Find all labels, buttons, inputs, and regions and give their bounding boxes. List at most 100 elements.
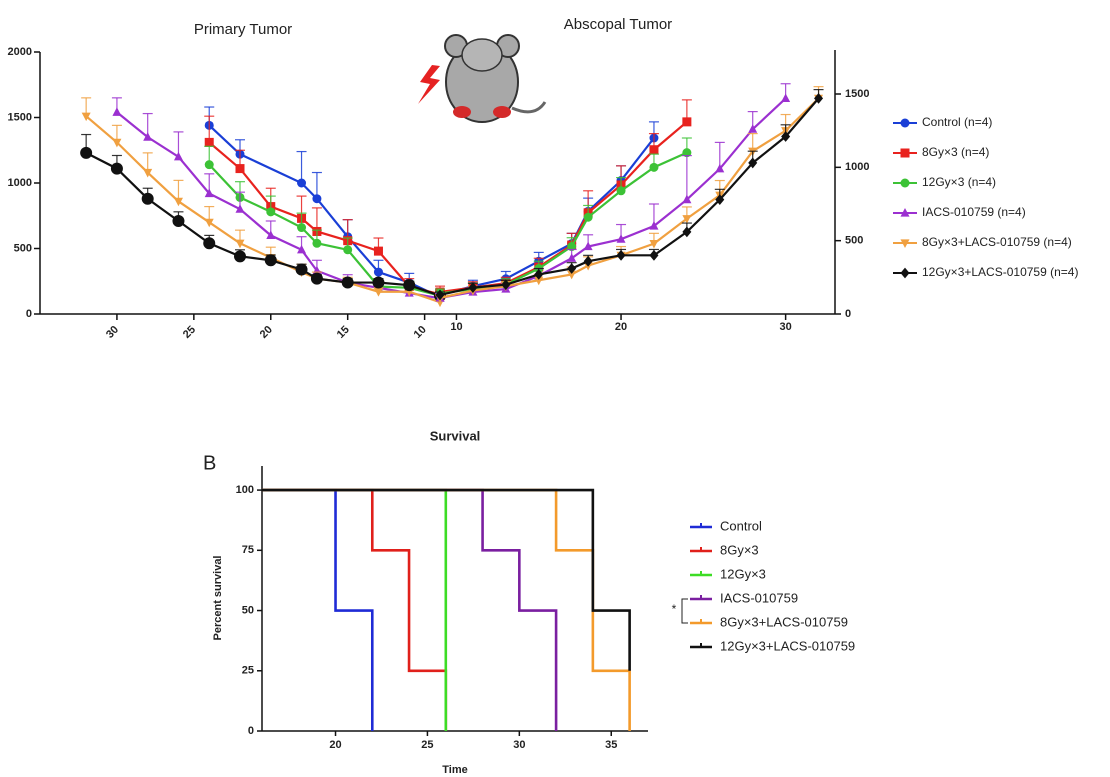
mouse-tail	[511, 101, 547, 114]
marker	[682, 215, 692, 224]
y-tick-label: 2000	[8, 46, 32, 58]
x-tick-label: 25	[181, 324, 198, 341]
legend-label: 8Gy×3	[720, 542, 759, 557]
legend-item: Control	[690, 518, 762, 533]
legend-item: 8Gy×3+LACS-010759	[690, 614, 848, 629]
legend-label: 8Gy×3+LACS-010759	[720, 614, 848, 629]
series-line	[439, 97, 787, 299]
marker	[567, 242, 577, 252]
marker	[534, 276, 544, 286]
y-tick-label: 100	[236, 484, 254, 496]
marker	[900, 118, 910, 128]
mouse-head	[461, 38, 503, 72]
legend-item: 12Gy×3+LACS-010759	[690, 638, 855, 653]
marker	[715, 163, 725, 173]
marker	[112, 107, 122, 116]
marker	[143, 132, 153, 141]
marker	[235, 204, 245, 213]
y-tick-label: 500	[845, 235, 863, 247]
y-tick-label: 1000	[845, 161, 869, 173]
survival-curve	[262, 488, 374, 731]
x-tick-label: 30	[780, 321, 792, 333]
marker	[900, 239, 910, 248]
series-line	[439, 97, 820, 297]
y-tick-label: 0	[26, 308, 32, 320]
marker	[814, 93, 824, 104]
x-tick-label: 20	[258, 324, 275, 341]
legend-label: IACS-010759 (n=4)	[922, 205, 1026, 219]
marker	[203, 237, 216, 250]
marker	[297, 223, 307, 233]
lightning	[418, 65, 440, 104]
x-tick-label: 15	[335, 324, 352, 341]
x-tick-label: 30	[104, 324, 121, 341]
marker	[173, 151, 183, 161]
legend-label: Control (n=4)	[922, 115, 992, 129]
x-tick-label: 35	[605, 739, 617, 751]
x-axis-title: Time	[442, 764, 467, 776]
marker	[649, 162, 659, 172]
marker	[204, 137, 214, 147]
marker	[682, 117, 692, 127]
marker	[112, 138, 122, 148]
marker	[715, 194, 725, 205]
marker	[173, 197, 183, 207]
series-line	[116, 111, 441, 300]
y-tick-label: 0	[248, 725, 254, 737]
marker	[781, 93, 791, 102]
chart-title: Primary Tumor	[194, 21, 292, 38]
marker	[748, 124, 758, 133]
marker	[373, 246, 383, 256]
marker	[468, 282, 478, 293]
marker	[900, 178, 910, 188]
marker	[781, 131, 791, 142]
marker	[266, 230, 276, 239]
marker	[266, 207, 276, 217]
legend-label: 12Gy×3+LACS-010759	[720, 638, 855, 653]
marker	[234, 250, 246, 263]
series	[81, 133, 445, 297]
y-tick-label: 500	[14, 242, 32, 254]
marker	[649, 249, 659, 261]
legend-label: 8Gy×3+LACS-010759 (n=4)	[922, 235, 1072, 249]
legend-item: 12Gy×3	[690, 566, 766, 581]
marker	[567, 270, 577, 280]
marker	[649, 221, 659, 230]
legend-label: 12Gy×3	[720, 566, 766, 581]
legend-item: 12Gy×3+LACS-010759 (n=4)	[893, 265, 1078, 279]
marker	[143, 168, 153, 178]
marker	[343, 245, 353, 255]
x-tick-label: 10	[412, 324, 429, 341]
series-line	[439, 151, 688, 295]
y-tick-label: 1000	[8, 177, 32, 189]
marker	[583, 212, 593, 222]
y-tick-label: 25	[242, 665, 254, 677]
x-tick-label: 10	[450, 321, 462, 333]
legend-label: 8Gy×3 (n=4)	[922, 145, 989, 159]
legend-label: 12Gy×3+LACS-010759 (n=4)	[922, 265, 1078, 279]
legend-label: 12Gy×3 (n=4)	[922, 175, 996, 189]
legend-label: Control	[720, 518, 762, 533]
y-tick-label: 50	[242, 604, 254, 616]
mouse-foot	[453, 106, 471, 118]
marker	[649, 240, 659, 249]
marker	[403, 279, 416, 292]
marker	[534, 269, 544, 280]
marker	[141, 192, 154, 205]
marker	[80, 146, 93, 159]
marker	[204, 188, 214, 198]
y-tick-label: 0	[845, 308, 851, 320]
marker	[616, 234, 626, 243]
marker	[682, 148, 692, 158]
significance-label: *	[672, 602, 677, 616]
series	[111, 97, 445, 300]
y-tick-label: 1500	[845, 88, 869, 100]
marker	[264, 254, 277, 267]
marker	[297, 178, 307, 188]
marker	[373, 288, 383, 297]
marker	[372, 276, 385, 289]
legend-item: IACS-010759	[690, 590, 798, 605]
series-line	[439, 137, 655, 296]
marker	[616, 249, 626, 261]
